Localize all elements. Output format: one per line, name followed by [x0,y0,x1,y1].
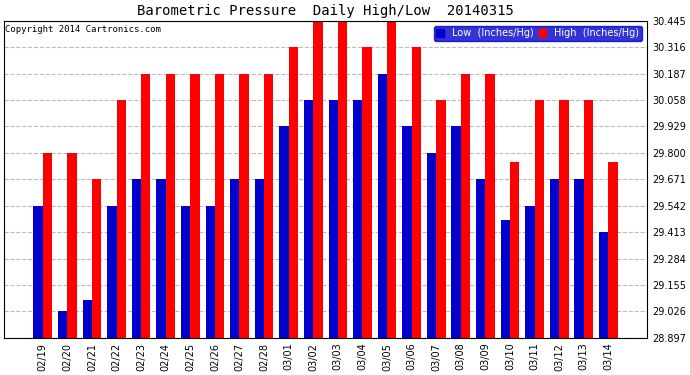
Bar [117,100,126,338]
Bar [476,179,486,338]
Bar [215,74,224,338]
Bar [239,74,249,338]
Bar [362,47,372,338]
Legend: Low  (Inches/Hg), High  (Inches/Hg): Low (Inches/Hg), High (Inches/Hg) [433,26,642,41]
Bar [387,21,396,338]
Text: Copyright 2014 Cartronics.com: Copyright 2014 Cartronics.com [6,26,161,34]
Bar [107,206,117,338]
Bar [141,74,150,338]
Bar [436,100,446,338]
Bar [230,179,239,338]
Bar [584,100,593,338]
Bar [264,74,273,338]
Bar [58,311,68,338]
Bar [427,153,436,338]
Bar [402,126,412,338]
Bar [68,153,77,338]
Bar [451,126,461,338]
Bar [461,74,470,338]
Bar [132,179,141,338]
Bar [535,100,544,338]
Bar [288,47,298,338]
Bar [181,206,190,338]
Bar [510,162,520,338]
Bar [599,232,609,338]
Bar [412,47,421,338]
Bar [92,179,101,338]
Bar [328,100,338,338]
Bar [501,220,510,338]
Bar [304,100,313,338]
Bar [33,206,43,338]
Bar [525,206,535,338]
Bar [190,74,199,338]
Bar [206,206,215,338]
Bar [559,100,569,338]
Bar [609,162,618,338]
Bar [166,74,175,338]
Bar [157,179,166,338]
Title: Barometric Pressure  Daily High/Low  20140315: Barometric Pressure Daily High/Low 20140… [137,4,514,18]
Bar [353,100,362,338]
Bar [338,21,347,338]
Bar [43,153,52,338]
Bar [486,74,495,338]
Bar [255,179,264,338]
Bar [575,179,584,338]
Bar [83,300,92,338]
Bar [313,21,323,338]
Bar [377,74,387,338]
Bar [279,126,288,338]
Bar [550,179,559,338]
